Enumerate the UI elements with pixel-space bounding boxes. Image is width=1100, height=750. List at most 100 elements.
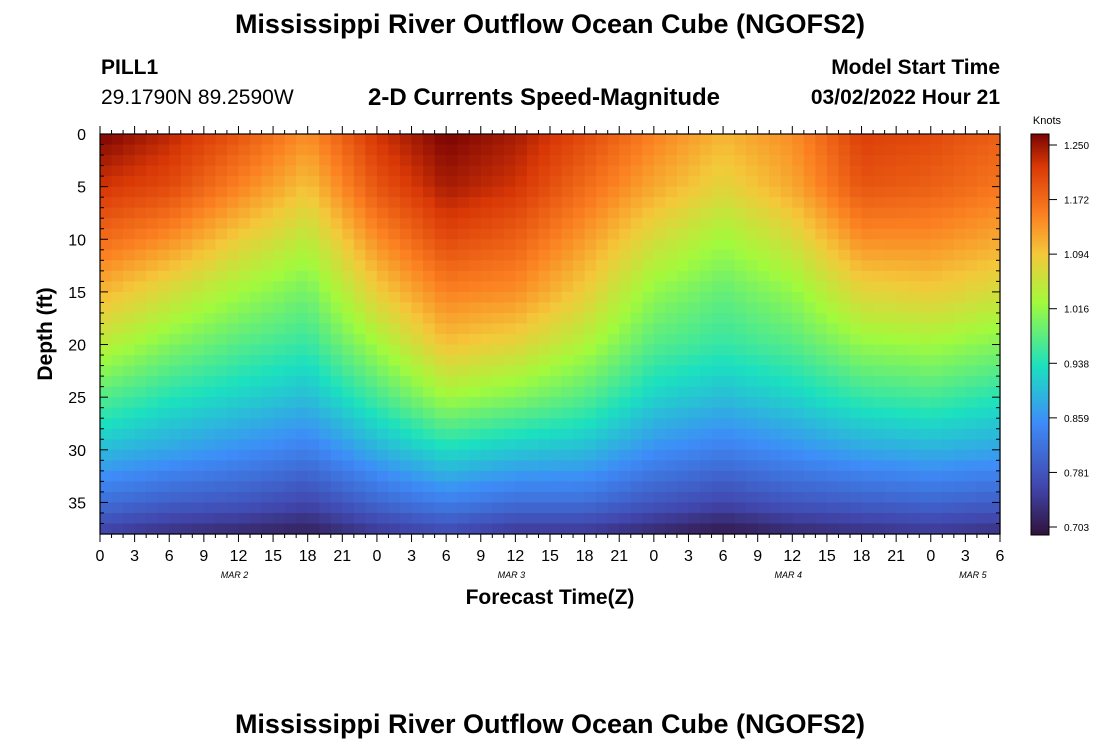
heatmap-cell <box>850 165 863 177</box>
heatmap-cell <box>342 260 355 272</box>
heatmap-cell <box>111 134 124 146</box>
heatmap-cell <box>734 523 747 535</box>
heatmap-cell <box>988 502 1001 514</box>
heatmap-cell <box>792 491 805 504</box>
heatmap-cell <box>850 176 863 188</box>
heatmap-cell <box>942 155 955 167</box>
heatmap-cell <box>400 144 413 156</box>
heatmap-cell <box>550 481 563 493</box>
heatmap-cell <box>457 239 470 251</box>
heatmap-cell <box>596 323 609 335</box>
heatmap-cell <box>180 186 193 198</box>
heatmap-cell <box>100 218 113 230</box>
heatmap-cell <box>838 228 851 240</box>
heatmap-cell <box>353 397 366 409</box>
heatmap-cell <box>296 176 309 188</box>
heatmap-cell <box>296 439 309 451</box>
heatmap-cell <box>665 512 678 525</box>
x-axis: 0 3 6 9 12 15 18 21 0 3 6 9 12 15 18 21 0 3 6 9 12 15 18 21 0 3 6 <box>96 126 1005 565</box>
heatmap-cell <box>492 144 505 156</box>
heatmap-cell <box>746 481 759 493</box>
heatmap-cell <box>873 428 886 440</box>
heatmap-cell <box>423 418 436 430</box>
heatmap-cell <box>734 239 747 251</box>
heatmap-cell <box>388 449 401 461</box>
heatmap-cell <box>711 218 724 230</box>
heatmap-cell <box>965 449 978 461</box>
heatmap-cell <box>192 144 205 156</box>
heatmap-cell <box>169 470 182 482</box>
heatmap-cell <box>330 365 343 377</box>
heatmap-cell <box>423 165 436 177</box>
heatmap-cell <box>826 460 840 472</box>
heatmap-cell <box>769 512 782 525</box>
heatmap-cell <box>446 260 459 272</box>
heatmap-cell <box>296 344 309 356</box>
heatmap-cell <box>169 376 182 388</box>
heatmap-cell <box>630 512 643 525</box>
heatmap-cell <box>965 502 978 514</box>
heatmap-cell <box>515 386 528 398</box>
heatmap-cell <box>284 481 297 493</box>
heatmap-cell <box>676 249 690 261</box>
heatmap-cell <box>134 249 147 261</box>
heatmap-cell <box>873 302 886 314</box>
heatmap-cell <box>434 186 447 198</box>
heatmap-cell <box>700 249 713 261</box>
heatmap-cell <box>123 344 136 356</box>
heatmap-cell <box>215 512 228 525</box>
heatmap-cell <box>942 365 955 377</box>
heatmap-cell <box>296 312 309 325</box>
heatmap-cell <box>319 418 332 430</box>
heatmap-cell <box>630 197 643 209</box>
heatmap-cell <box>711 397 724 409</box>
heatmap-cell <box>157 481 170 493</box>
heatmap-cell <box>134 197 147 209</box>
heatmap-cell <box>757 270 770 282</box>
heatmap-cell <box>850 207 863 219</box>
heatmap-cell <box>400 197 413 209</box>
heatmap-cell <box>469 165 482 177</box>
heatmap-cell <box>353 302 366 314</box>
heatmap-cell <box>330 155 343 167</box>
heatmap-cell <box>526 323 540 335</box>
heatmap-cell <box>515 312 528 325</box>
heatmap-cell <box>123 144 136 156</box>
heatmap-cell <box>480 302 493 314</box>
heatmap-cell <box>873 344 886 356</box>
heatmap-cell <box>919 460 932 472</box>
heatmap-cell <box>723 312 736 325</box>
heatmap-cell <box>596 249 609 261</box>
heatmap-cell <box>284 344 297 356</box>
heatmap-cell <box>550 502 563 514</box>
heatmap-cell <box>780 523 793 535</box>
heatmap-cell <box>123 281 136 293</box>
heatmap-cell <box>769 312 782 325</box>
heatmap-cell <box>988 344 1001 356</box>
heatmap-cell <box>411 218 424 230</box>
heatmap-cell <box>665 176 678 188</box>
heatmap-cell <box>965 249 978 261</box>
heatmap-cell <box>261 239 274 251</box>
heatmap-cell <box>169 312 182 325</box>
heatmap-cell <box>873 197 886 209</box>
heatmap-cell <box>653 165 666 177</box>
heatmap-cell <box>861 512 874 525</box>
heatmap-cell <box>550 218 563 230</box>
heatmap-cell <box>653 491 666 504</box>
heatmap-cell <box>342 186 355 198</box>
heatmap-cell <box>457 334 470 346</box>
heatmap-cell <box>676 165 690 177</box>
heatmap-cell <box>203 197 216 209</box>
heatmap-cell <box>342 302 355 314</box>
heatmap-cell <box>123 460 136 472</box>
heatmap-cell <box>192 134 205 146</box>
heatmap-cell <box>192 355 205 367</box>
heatmap-cell <box>769 270 782 282</box>
heatmap-cell <box>642 176 655 188</box>
heatmap-cell <box>469 407 482 419</box>
heatmap-cell <box>838 344 851 356</box>
heatmap-cell <box>723 197 736 209</box>
heatmap-cell <box>584 302 597 314</box>
heatmap-cell <box>596 260 609 272</box>
